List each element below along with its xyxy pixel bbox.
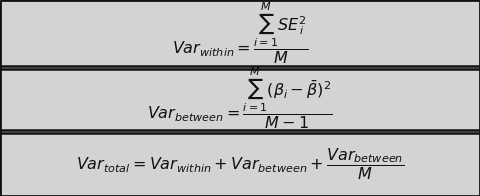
Text: $Var_{within} = \dfrac{\sum_{i=1}^{M} SE^{2}_{\,i}}{M}$: $Var_{within} = \dfrac{\sum_{i=1}^{M} SE…	[172, 0, 308, 66]
Text: $Var_{between} = \dfrac{\sum_{i=1}^{M}(\beta_i - \bar{\beta})^2}{M-1}$: $Var_{between} = \dfrac{\sum_{i=1}^{M}(\…	[147, 65, 333, 131]
Text: $Var_{total} = Var_{within} + Var_{between} + \dfrac{Var_{between}}{M}$: $Var_{total} = Var_{within} + Var_{betwe…	[76, 146, 404, 181]
